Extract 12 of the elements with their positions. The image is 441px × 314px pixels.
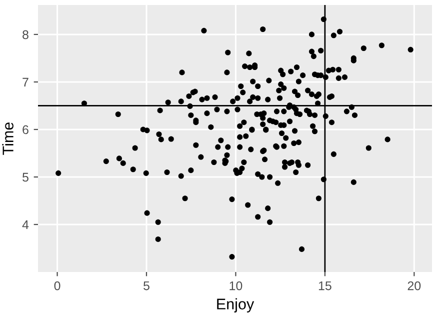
- y-tick-label: 6: [22, 125, 28, 134]
- x-tick-label: 15: [318, 281, 332, 290]
- y-tick-label: 4: [22, 220, 29, 230]
- y-axis-title: Time: [2, 122, 14, 155]
- y-tick-label: 5: [22, 172, 28, 182]
- x-tick-label: 20: [408, 281, 421, 290]
- x-tick-label: 10: [230, 281, 242, 290]
- x-tick-label: 5: [144, 281, 150, 290]
- y-tick-label: 8: [22, 30, 28, 40]
- y-tick-label: 7: [22, 78, 28, 86]
- x-tick-label: 0: [54, 281, 60, 290]
- x-axis-title: Enjoy: [217, 298, 254, 312]
